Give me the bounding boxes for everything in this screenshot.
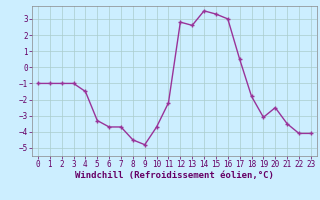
X-axis label: Windchill (Refroidissement éolien,°C): Windchill (Refroidissement éolien,°C): [75, 171, 274, 180]
